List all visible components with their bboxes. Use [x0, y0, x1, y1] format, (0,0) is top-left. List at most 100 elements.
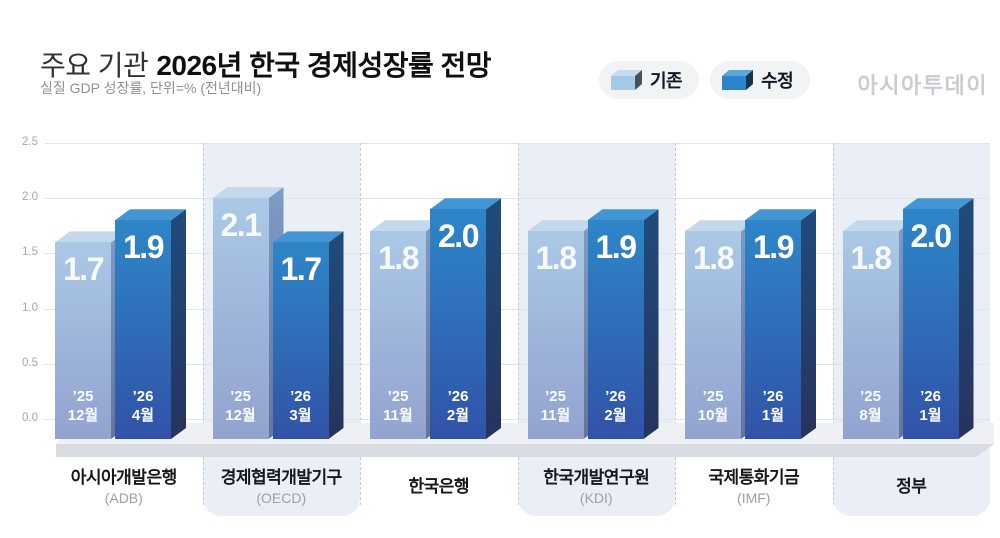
bar-period-month: 3월: [289, 407, 312, 424]
institution-name: 경제협력개발기구: [220, 467, 343, 487]
page-title: 주요 기관 2026년 한국 경제성장률 전망: [40, 49, 492, 83]
institution-name: 한국은행: [408, 476, 470, 496]
bar-value-label: 1.8: [693, 240, 734, 277]
bar-period-year: ’25: [72, 388, 94, 405]
bar-value-label: 2.0: [910, 218, 952, 255]
bar-existing-top: [213, 187, 284, 198]
column-separator: [517, 143, 519, 505]
institution-label: 국제통화기금 (IMF): [675, 458, 833, 510]
bar-period-label: ’25 11월: [524, 387, 588, 425]
bar-revised-side: [959, 198, 974, 439]
bar-period-year: ’25: [545, 388, 566, 405]
institution-label: 한국은행: [360, 458, 518, 510]
bar-period-label: ’26 2월: [584, 387, 648, 425]
bar-period-label: ’25 12월: [51, 387, 115, 425]
bar-revised-top: [745, 209, 816, 220]
bar-revised-side: [329, 231, 344, 439]
y-tick-label: 0.0: [22, 412, 38, 424]
legend-label-existing: 기존: [650, 71, 683, 91]
bar-period-year: ’25: [387, 388, 409, 405]
y-tick-label: 1.5: [22, 246, 38, 259]
bar-value-label: 1.8: [378, 240, 419, 277]
bar-period-month: 1월: [761, 407, 785, 424]
bar-revised-top: [273, 231, 344, 242]
cube-existing-icon: [611, 70, 642, 90]
bar-period-month: 10월: [697, 407, 729, 424]
bar-existing-front: [55, 242, 111, 439]
bar-period-month: 12월: [67, 407, 99, 424]
institution-label: 아시아개발은행 (ADB): [45, 458, 203, 510]
bar-period-label: ’25 10월: [681, 387, 745, 425]
bar-revised-front: [115, 220, 171, 439]
institution-name: 정부: [896, 476, 927, 496]
bar-period-label: ’26 1월: [741, 387, 805, 425]
legend-item-revised: 수정: [710, 61, 811, 99]
bar-period-label: ’26 4월: [111, 387, 175, 425]
bar-period-year: ’26: [762, 388, 784, 405]
y-tick-label: 1.0: [22, 301, 38, 314]
bar-period-year: ’25: [860, 388, 881, 405]
bar-period-month: 2월: [604, 407, 627, 424]
bar-revised-front: [272, 242, 329, 439]
chart-legend: 기존 수정: [599, 61, 811, 99]
bar-value-label: 1.7: [63, 251, 104, 288]
bar-existing-front: [212, 198, 269, 439]
floor-front-face: [56, 444, 994, 457]
bar-revised-side: [644, 209, 659, 439]
publisher-logo: 아시아투데이: [857, 73, 988, 98]
institution-label: 경제협력개발기구 (OECD): [203, 458, 361, 510]
bar-existing-front: [685, 231, 741, 439]
bar-existing-top: [685, 220, 756, 231]
bar-period-label: ’26 1월: [899, 387, 963, 425]
bar-value-label: 2.1: [220, 207, 262, 244]
bar-value-label: 1.9: [595, 229, 637, 266]
bar-value-label: 2.0: [438, 218, 479, 255]
bar-existing-top: [370, 220, 441, 231]
bar-revised-top: [903, 198, 974, 209]
bar-period-label: ’25 12월: [209, 387, 273, 425]
bar-period-year: ’26: [447, 388, 469, 405]
y-tick-label: 0.5: [22, 356, 38, 369]
bar-period-month: 1월: [919, 407, 942, 424]
institution-acronym: (IMF): [737, 489, 771, 506]
bar-period-label: ’26 3월: [269, 387, 333, 425]
y-tick-label: 2.5: [22, 136, 38, 148]
bar-existing-top: [528, 220, 599, 231]
column-separator: [202, 143, 204, 505]
legend-label-revised: 수정: [761, 71, 794, 91]
column-separator: [675, 143, 676, 505]
institution-acronym: (KDI): [579, 489, 613, 506]
bar-revised-top: [430, 198, 501, 209]
title-main: 2026년 한국 경제성장률 전망: [156, 49, 492, 81]
bar-value-label: 1.8: [850, 240, 892, 277]
column-separator: [832, 143, 834, 505]
chart-subtitle: 실질 GDP 성장률, 단위=% (전년대비): [40, 80, 262, 96]
bar-period-label: ’26 2월: [426, 387, 490, 425]
bar-period-month: 11월: [383, 407, 413, 424]
bar-revised-front: [902, 209, 959, 439]
bar-revised-top: [588, 209, 659, 220]
bar-existing-front: [842, 231, 899, 439]
bar-period-year: ’26: [920, 388, 941, 405]
cube-revised-icon: [722, 70, 754, 90]
bar-existing-top: [843, 220, 914, 231]
bar-revised-front: [587, 220, 644, 439]
bar-period-label: ’25 8월: [839, 387, 903, 425]
institution-acronym: (OECD): [256, 489, 307, 506]
bar-period-year: ’26: [290, 388, 311, 405]
bar-existing-front: [527, 231, 584, 439]
bar-value-label: 1.9: [753, 229, 794, 266]
bar-revised-top: [115, 209, 186, 220]
bar-period-month: 2월: [446, 407, 470, 424]
bar-revised-side: [486, 198, 501, 439]
bar-period-month: 12월: [225, 407, 256, 424]
bar-period-year: ’26: [132, 388, 154, 405]
bar-value-label: 1.9: [123, 229, 164, 266]
y-tick-label: 2.0: [22, 191, 38, 204]
institution-name: 아시아개발은행: [70, 467, 177, 487]
institution-label: 한국개발연구원 (KDI): [518, 458, 676, 510]
legend-item-existing: 기존: [599, 61, 700, 99]
bar-revised-side: [171, 209, 186, 439]
